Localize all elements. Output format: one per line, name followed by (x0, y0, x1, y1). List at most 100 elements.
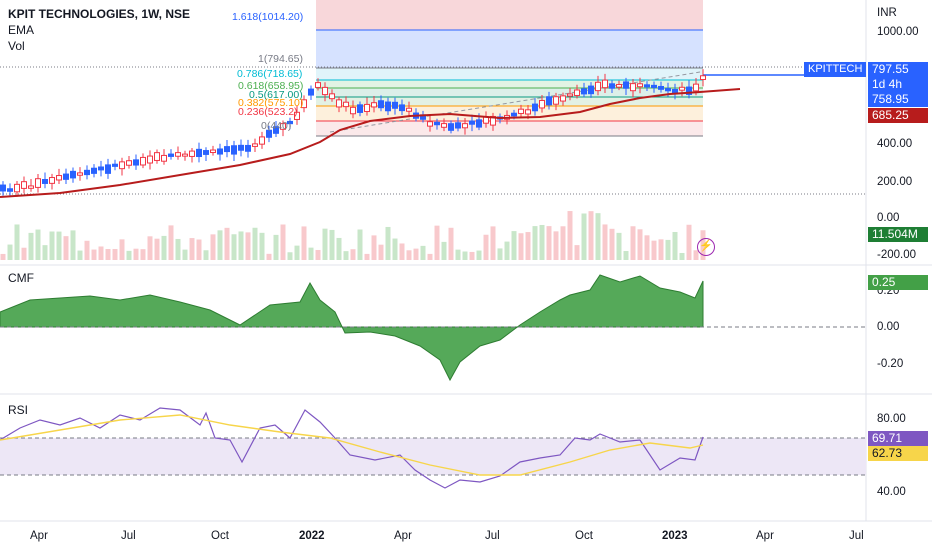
candle (154, 152, 160, 161)
candle (49, 177, 55, 184)
candle (329, 93, 335, 100)
candle (567, 93, 573, 97)
volume-bar (322, 228, 328, 260)
candle (0, 184, 6, 192)
candle (343, 101, 349, 108)
volume-bar (476, 250, 482, 260)
cmf-pane-label[interactable]: CMF (8, 271, 34, 285)
volume-bar (595, 213, 601, 260)
candle (280, 123, 286, 130)
symbol-tag[interactable]: KPITTECH (804, 62, 866, 77)
volume-bar (343, 251, 349, 260)
time-tick-jul-2021: Jul (121, 530, 136, 542)
volume-bar (63, 236, 69, 260)
volume-bar (70, 230, 76, 260)
volume-bar (231, 234, 237, 260)
candle (560, 95, 566, 102)
volume-bar (140, 249, 146, 260)
price-tick-0: 0.00 (877, 212, 900, 224)
fib-zone (316, 0, 703, 30)
candle (651, 84, 657, 88)
candle (322, 86, 328, 96)
volume-bar (406, 250, 412, 260)
volume-bar (119, 239, 125, 260)
lightning-icon[interactable]: ⚡ (697, 238, 715, 256)
candle (91, 167, 97, 174)
indicator-ema-label[interactable]: EMA (8, 23, 35, 37)
volume-bar (294, 245, 300, 260)
volume-bar (259, 232, 265, 260)
candle (168, 153, 174, 157)
candle (84, 169, 90, 176)
fib-zone (316, 68, 703, 80)
volume-bar (224, 227, 230, 260)
volume-bar (644, 235, 650, 260)
volume-bar (623, 251, 629, 260)
candle (147, 155, 153, 164)
countdown-tag: 1d 4h (868, 77, 928, 92)
fib-label-0382: 0.382(575.10) (238, 97, 304, 109)
candle (161, 154, 167, 162)
indicator-vol-label[interactable]: Vol (8, 39, 25, 53)
rsi-value-tag: 69.71 (868, 431, 928, 446)
candle (665, 88, 671, 92)
candle (21, 181, 27, 189)
volume-bar (35, 229, 41, 260)
volume-bar (672, 231, 678, 260)
volume-tag: 11.504M (868, 227, 928, 242)
volume-bar (392, 238, 398, 260)
volume-bar (462, 251, 468, 260)
volume-bar (413, 248, 419, 260)
candle (245, 144, 251, 152)
candle (511, 112, 517, 117)
volume-bar (364, 253, 370, 260)
volume-bar (56, 231, 62, 260)
rsi-band (0, 438, 866, 475)
time-tick-apr-2022: Apr (394, 530, 412, 542)
volume-bar (567, 211, 573, 260)
candle (574, 89, 580, 96)
volume-bar (245, 232, 251, 260)
time-tick-jul-2022: Jul (485, 530, 500, 542)
volume-bar (469, 251, 475, 260)
candle (441, 123, 447, 128)
volume-bar (546, 226, 552, 260)
candle (658, 85, 664, 90)
candle (644, 84, 650, 88)
candle (581, 88, 587, 95)
candle (175, 152, 181, 157)
candle (308, 88, 314, 96)
candle (630, 83, 636, 92)
volume-bar (336, 237, 342, 260)
candle (7, 188, 13, 192)
symbol-title[interactable]: KPIT TECHNOLOGIES, 1W, NSE (8, 7, 191, 21)
rsi-tick-80: 80.00 (877, 413, 906, 425)
ema-high-tag: 758.95 (868, 92, 928, 107)
chart-legend: KPIT TECHNOLOGIES, 1W, NSE EMA Vol (8, 6, 190, 54)
volume-bar (315, 249, 321, 260)
volume-bar (385, 226, 391, 260)
candle (238, 144, 244, 151)
candle (546, 96, 552, 106)
cmf-tick-000: 0.00 (877, 321, 900, 333)
candle (126, 160, 132, 166)
volume-bar (105, 249, 111, 260)
volume-bar (490, 226, 496, 260)
rsi-pane-label[interactable]: RSI (8, 403, 29, 417)
volume-bar (525, 232, 531, 260)
ema-tag: 685.25 (868, 108, 928, 123)
candle (588, 85, 594, 95)
volume-bar (182, 249, 188, 260)
candle (476, 119, 482, 128)
volume-bar (112, 248, 118, 260)
volume-bar (280, 224, 286, 260)
volume-bar (7, 244, 13, 260)
candle (112, 163, 118, 167)
candle (119, 161, 125, 170)
volume-bar (350, 249, 356, 260)
volume-bar (217, 230, 223, 260)
candle (455, 122, 461, 129)
candle (637, 83, 643, 88)
cmf-tick-neg020: -0.20 (877, 358, 904, 370)
